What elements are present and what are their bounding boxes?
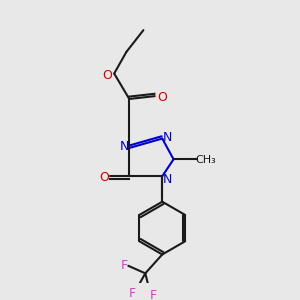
Text: N: N — [162, 131, 172, 144]
Text: F: F — [128, 287, 136, 300]
Text: F: F — [121, 259, 128, 272]
Text: O: O — [157, 91, 167, 104]
Text: N: N — [120, 140, 129, 153]
Text: N: N — [162, 173, 172, 186]
Text: O: O — [99, 171, 109, 184]
Text: CH₃: CH₃ — [195, 155, 216, 165]
Text: F: F — [150, 289, 157, 300]
Text: O: O — [103, 68, 112, 82]
